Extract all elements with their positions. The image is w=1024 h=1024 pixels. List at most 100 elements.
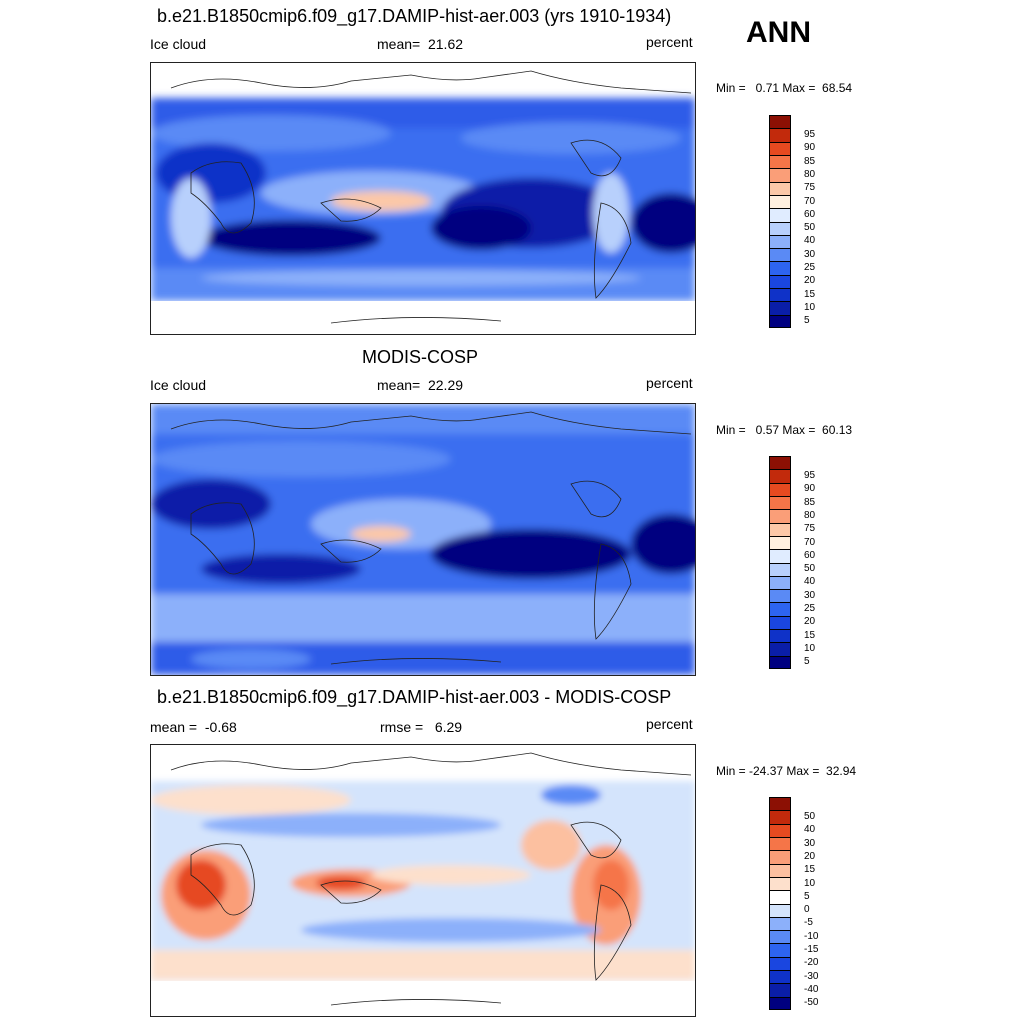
panel-3-units-label: percent [646,716,693,732]
panel-2-variable-label: Ice cloud [150,377,207,393]
colorbar-2-label-13: 90 [804,483,816,495]
colorbar-3-label-3: -20 [804,957,819,969]
colorbar-3-tick-13 [769,823,791,825]
colorbar-1-tick-7 [769,221,791,223]
colorbar-1-tick-12 [769,154,791,156]
colorbar-1-swatch-12 [769,154,791,169]
colorbar-3-tick-8 [769,890,791,892]
colorbar-3-label-4: -15 [804,944,819,956]
colorbar-3-swatch-6 [769,916,791,931]
colorbar-2-swatch-3 [769,615,791,630]
colorbar-2-tick-9 [769,535,791,537]
panel-1-coastlines [170,70,692,324]
colorbar-1-label-6: 40 [804,235,816,247]
colorbar-2-label-10: 75 [804,523,816,535]
colorbar-3-swatch-0 [769,996,791,1010]
colorbar-2-tick-3 [769,615,791,617]
colorbar-2-swatch-10 [769,522,791,536]
colorbar-3-tick-7 [769,903,791,905]
colorbar-3-tick-10 [769,863,791,865]
colorbar-3-tick-3 [769,956,791,958]
colorbar-2-tick-1 [769,642,791,644]
colorbar-1-label-12: 85 [804,155,816,167]
colorbar-2-tick-7 [769,562,791,564]
colorbar-3-label-12: 30 [804,837,816,849]
colorbar-3-label-9: 10 [804,877,816,889]
colorbar-2-tick-2 [769,629,791,631]
colorbar-2-swatch-4 [769,602,791,616]
panel-1-minmax: Min = 0.71 Max = 68.54 [716,81,853,95]
colorbar-1-swatch-6 [769,234,791,249]
colorbar-2-label-12: 85 [804,496,816,508]
colorbar-3-label-11: 20 [804,850,816,862]
colorbar-1-tick-4 [769,261,791,263]
colorbar-2-label-0: 5 [804,656,810,668]
panel-1-mean-label: mean= 21.62 [377,36,464,52]
panel-3-colorbar: -50 -40 -30 -20 -15 -10 -5 0 5 10 15 20 30 40 50 [769,797,829,1012]
colorbar-1-tick-1 [769,301,791,303]
colorbar-2-swatch-9 [769,535,791,550]
colorbar-3-tick-5 [769,930,791,932]
colorbar-3-swatch-12 [769,836,791,851]
colorbar-1-swatch-15 [769,115,791,129]
colorbar-2-tick-6 [769,575,791,577]
colorbar-2-swatch-0 [769,655,791,669]
colorbar-3-swatch-4 [769,943,791,957]
colorbar-1-label-11: 80 [804,168,816,180]
colorbar-3-label-7: 0 [804,904,810,916]
panel-1-units-label: percent [646,34,693,50]
colorbar-2-swatch-11 [769,509,791,523]
colorbar-1-swatch-4 [769,261,791,275]
colorbar-1-label-5: 30 [804,248,816,260]
colorbar-1-tick-10 [769,181,791,183]
colorbar-1-label-13: 90 [804,142,816,154]
colorbar-3-label-10: 15 [804,864,816,876]
colorbar-1-swatch-0 [769,314,791,328]
colorbar-3-label-1: -40 [804,984,819,996]
colorbar-1-swatch-2 [769,288,791,302]
colorbar-3-label-14: 50 [804,810,816,822]
colorbar-1-swatch-11 [769,168,791,182]
panel-2-title: MODIS-COSP [362,347,479,367]
colorbar-1-label-10: 75 [804,182,816,194]
panel-3-coastlines [170,752,692,1006]
colorbar-3-swatch-14 [769,810,791,824]
colorbar-1-label-9: 70 [804,195,816,207]
colorbar-1-swatch-13 [769,141,791,155]
colorbar-3-tick-11 [769,850,791,852]
colorbar-3-label-13: 40 [804,824,816,836]
panel-1-map [150,62,696,335]
colorbar-2-label-5: 30 [804,589,816,601]
panel-1-map-svg [151,63,695,334]
colorbar-3-tick-0 [769,996,791,998]
colorbar-2-label-6: 40 [804,576,816,588]
colorbar-3-swatch-8 [769,890,791,904]
colorbar-3-swatch-1 [769,983,791,997]
colorbar-2-swatch-2 [769,629,791,643]
panel-2-map-svg [151,404,695,675]
colorbar-1-swatch-7 [769,221,791,235]
colorbar-2-swatch-7 [769,562,791,576]
colorbar-1-label-0: 5 [804,315,810,327]
colorbar-1-tick-8 [769,208,791,210]
colorbar-3-swatch-11 [769,850,791,864]
panel-3-mean-label: mean = -0.68 [150,719,237,735]
colorbar-1-tick-5 [769,248,791,250]
colorbar-3-label-0: -50 [804,997,819,1009]
colorbar-1-label-3: 20 [804,275,816,287]
colorbar-2-label-8: 60 [804,549,816,561]
colorbar-2-label-2: 15 [804,629,816,641]
panel-2-mean-label: mean= 22.29 [377,377,464,393]
colorbar-2-swatch-1 [769,642,791,656]
colorbar-1-tick-0 [769,314,791,316]
colorbar-3-tick-1 [769,983,791,985]
colorbar-1-tick-6 [769,234,791,236]
colorbar-2-tick-5 [769,589,791,591]
colorbar-2-label-7: 50 [804,563,816,575]
colorbar-1-tick-11 [769,168,791,170]
colorbar-2-label-11: 80 [804,509,816,521]
colorbar-2-label-14: 95 [804,469,816,481]
colorbar-2-label-9: 70 [804,536,816,548]
colorbar-3-swatch-9 [769,876,791,891]
colorbar-3-label-5: -10 [804,930,819,942]
